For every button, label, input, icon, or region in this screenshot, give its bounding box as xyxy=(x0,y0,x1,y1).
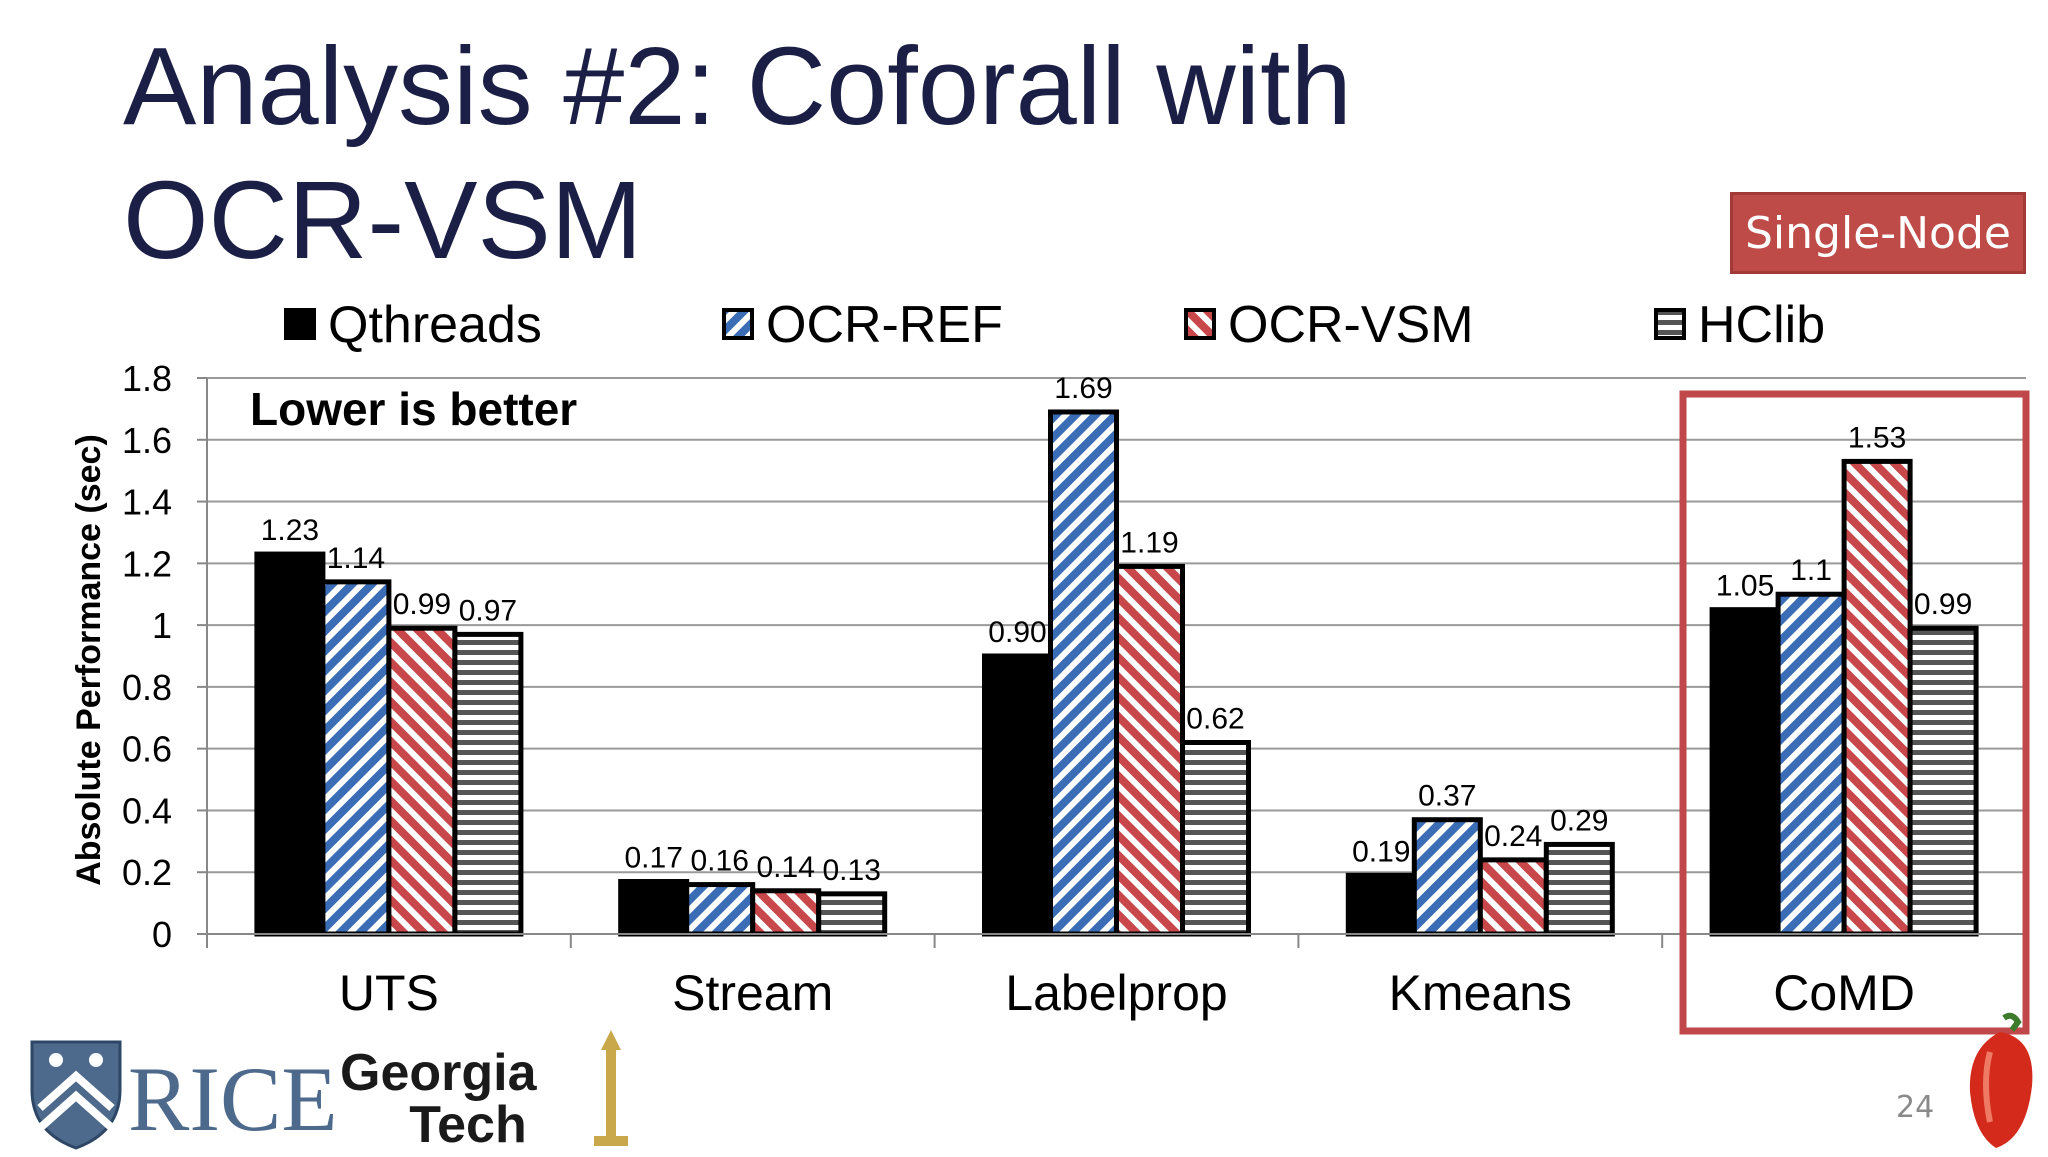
x-tick-label: Stream xyxy=(672,965,833,1021)
y-tick-label: 1.2 xyxy=(122,543,172,584)
legend-label-ocr-vsm: OCR-VSM xyxy=(1228,296,1474,354)
data-label: 0.37 xyxy=(1418,780,1476,813)
data-label: 1.14 xyxy=(327,542,385,575)
bar-qthreads-labelprop xyxy=(982,653,1053,937)
comd-highlight-box xyxy=(1679,390,2030,1035)
legend-label-qthreads: Qthreads xyxy=(328,296,542,354)
y-tick-label: 1.8 xyxy=(122,358,172,399)
data-label: 0.17 xyxy=(625,841,683,874)
bar-hclib-uts xyxy=(452,631,524,937)
data-label: 1.19 xyxy=(1120,526,1178,559)
axes: 0 0.2 0.4 0.6 0.8 1 1.2 1.4 1.6 1.8 UTS Stream Label… xyxy=(122,358,2026,1021)
data-label: 0.24 xyxy=(1484,820,1542,853)
x-tick-label: Kmeans xyxy=(1389,965,1572,1021)
bars xyxy=(254,409,1979,937)
logo-area: RICE Georgia Tech xyxy=(28,1030,648,1154)
y-tick-label: 1.4 xyxy=(122,482,172,523)
data-label: 0.29 xyxy=(1550,804,1608,837)
title-line-1: Analysis #2: Coforall with xyxy=(123,25,1352,148)
bar-ocr-vsm-uts xyxy=(386,625,458,937)
data-label: 0.99 xyxy=(393,588,451,621)
bar-ocr-ref-kmeans xyxy=(1411,817,1483,937)
x-tick-label: CoMD xyxy=(1773,965,1915,1021)
y-tick-label: 0 xyxy=(152,914,172,955)
legend-label-ocr-ref: OCR-REF xyxy=(766,296,1003,354)
bar-qthreads-stream xyxy=(618,878,690,937)
bar-qthreads-uts xyxy=(254,551,326,937)
data-label: 1.1 xyxy=(1790,554,1832,587)
data-label: 1.69 xyxy=(1054,372,1112,405)
georgia-tech-line-2: Tech xyxy=(409,1096,527,1152)
data-label: 0.16 xyxy=(691,845,749,878)
x-tick-label: Labelprop xyxy=(1005,965,1227,1021)
rice-logo-text: RICE xyxy=(128,1048,338,1150)
legend-swatch-ocr-ref xyxy=(722,308,754,340)
bar-hclib-kmeans xyxy=(1543,841,1615,937)
bar-hclib-labelprop xyxy=(1180,739,1251,937)
data-label: 0.19 xyxy=(1352,835,1410,868)
data-label: 0.13 xyxy=(823,854,881,887)
legend-swatch-hclib xyxy=(1654,308,1686,340)
data-label: 0.62 xyxy=(1186,702,1244,735)
y-tick-label: 0.2 xyxy=(122,852,172,893)
georgia-tech-line-1: Georgia xyxy=(340,1044,538,1102)
x-tick-label: UTS xyxy=(339,965,439,1021)
bar-qthreads-comd xyxy=(1709,607,1781,937)
y-tick-label: 0.4 xyxy=(122,790,172,831)
data-label: 0.99 xyxy=(1914,588,1972,621)
data-label: 1.53 xyxy=(1848,421,1906,454)
bar-qthreads-kmeans xyxy=(1345,872,1417,937)
y-axis-label: Absolute Performance (sec) xyxy=(70,434,108,886)
data-labels: 1.231.140.99 0.970.17 0.16 0.14 0.130.901.69… xyxy=(261,372,1973,887)
bar-ocr-ref-uts xyxy=(320,579,392,937)
y-tick-label: 0.6 xyxy=(122,729,172,770)
legend-label-hclib: HClib xyxy=(1698,296,1825,354)
pepper-icon xyxy=(1969,1012,2033,1148)
legend: Qthreads OCR-REF OCR-VSM HClib xyxy=(284,296,1825,354)
rice-shield-icon xyxy=(30,1040,122,1150)
bar-ocr-vsm-stream xyxy=(750,888,822,937)
bar-ocr-vsm-labelprop xyxy=(1114,563,1185,937)
data-label: 1.23 xyxy=(261,514,319,547)
y-tick-label: 1 xyxy=(152,605,172,646)
bar-ocr-vsm-kmeans xyxy=(1477,857,1549,937)
data-label: 0.14 xyxy=(757,851,815,884)
legend-swatch-qthreads xyxy=(284,308,316,340)
legend-swatch-ocr-vsm xyxy=(1184,308,1216,340)
y-tick-label: 0.8 xyxy=(122,667,172,708)
data-label: 0.90 xyxy=(988,616,1046,649)
georgia-tech-tower-icon xyxy=(594,1030,628,1146)
bar-ocr-ref-stream xyxy=(684,882,756,937)
bar-ocr-vsm-comd xyxy=(1841,458,1913,937)
bar-ocr-ref-labelprop xyxy=(1048,409,1119,937)
bar-hclib-stream xyxy=(816,891,888,937)
y-tick-label: 1.6 xyxy=(122,420,172,461)
single-node-badge: Single-Node xyxy=(1730,192,2026,274)
bar-ocr-ref-comd xyxy=(1775,591,1847,937)
lower-is-better-note: Lower is better xyxy=(250,383,577,435)
slide-title: Analysis #2: Coforall with OCR-VSM xyxy=(123,20,1352,288)
data-label: 0.97 xyxy=(459,594,517,627)
title-line-2: OCR-VSM xyxy=(123,159,643,282)
data-label: 1.05 xyxy=(1716,570,1774,603)
page-number: 24 xyxy=(1896,1090,1935,1125)
bar-hclib-comd xyxy=(1907,625,1979,937)
